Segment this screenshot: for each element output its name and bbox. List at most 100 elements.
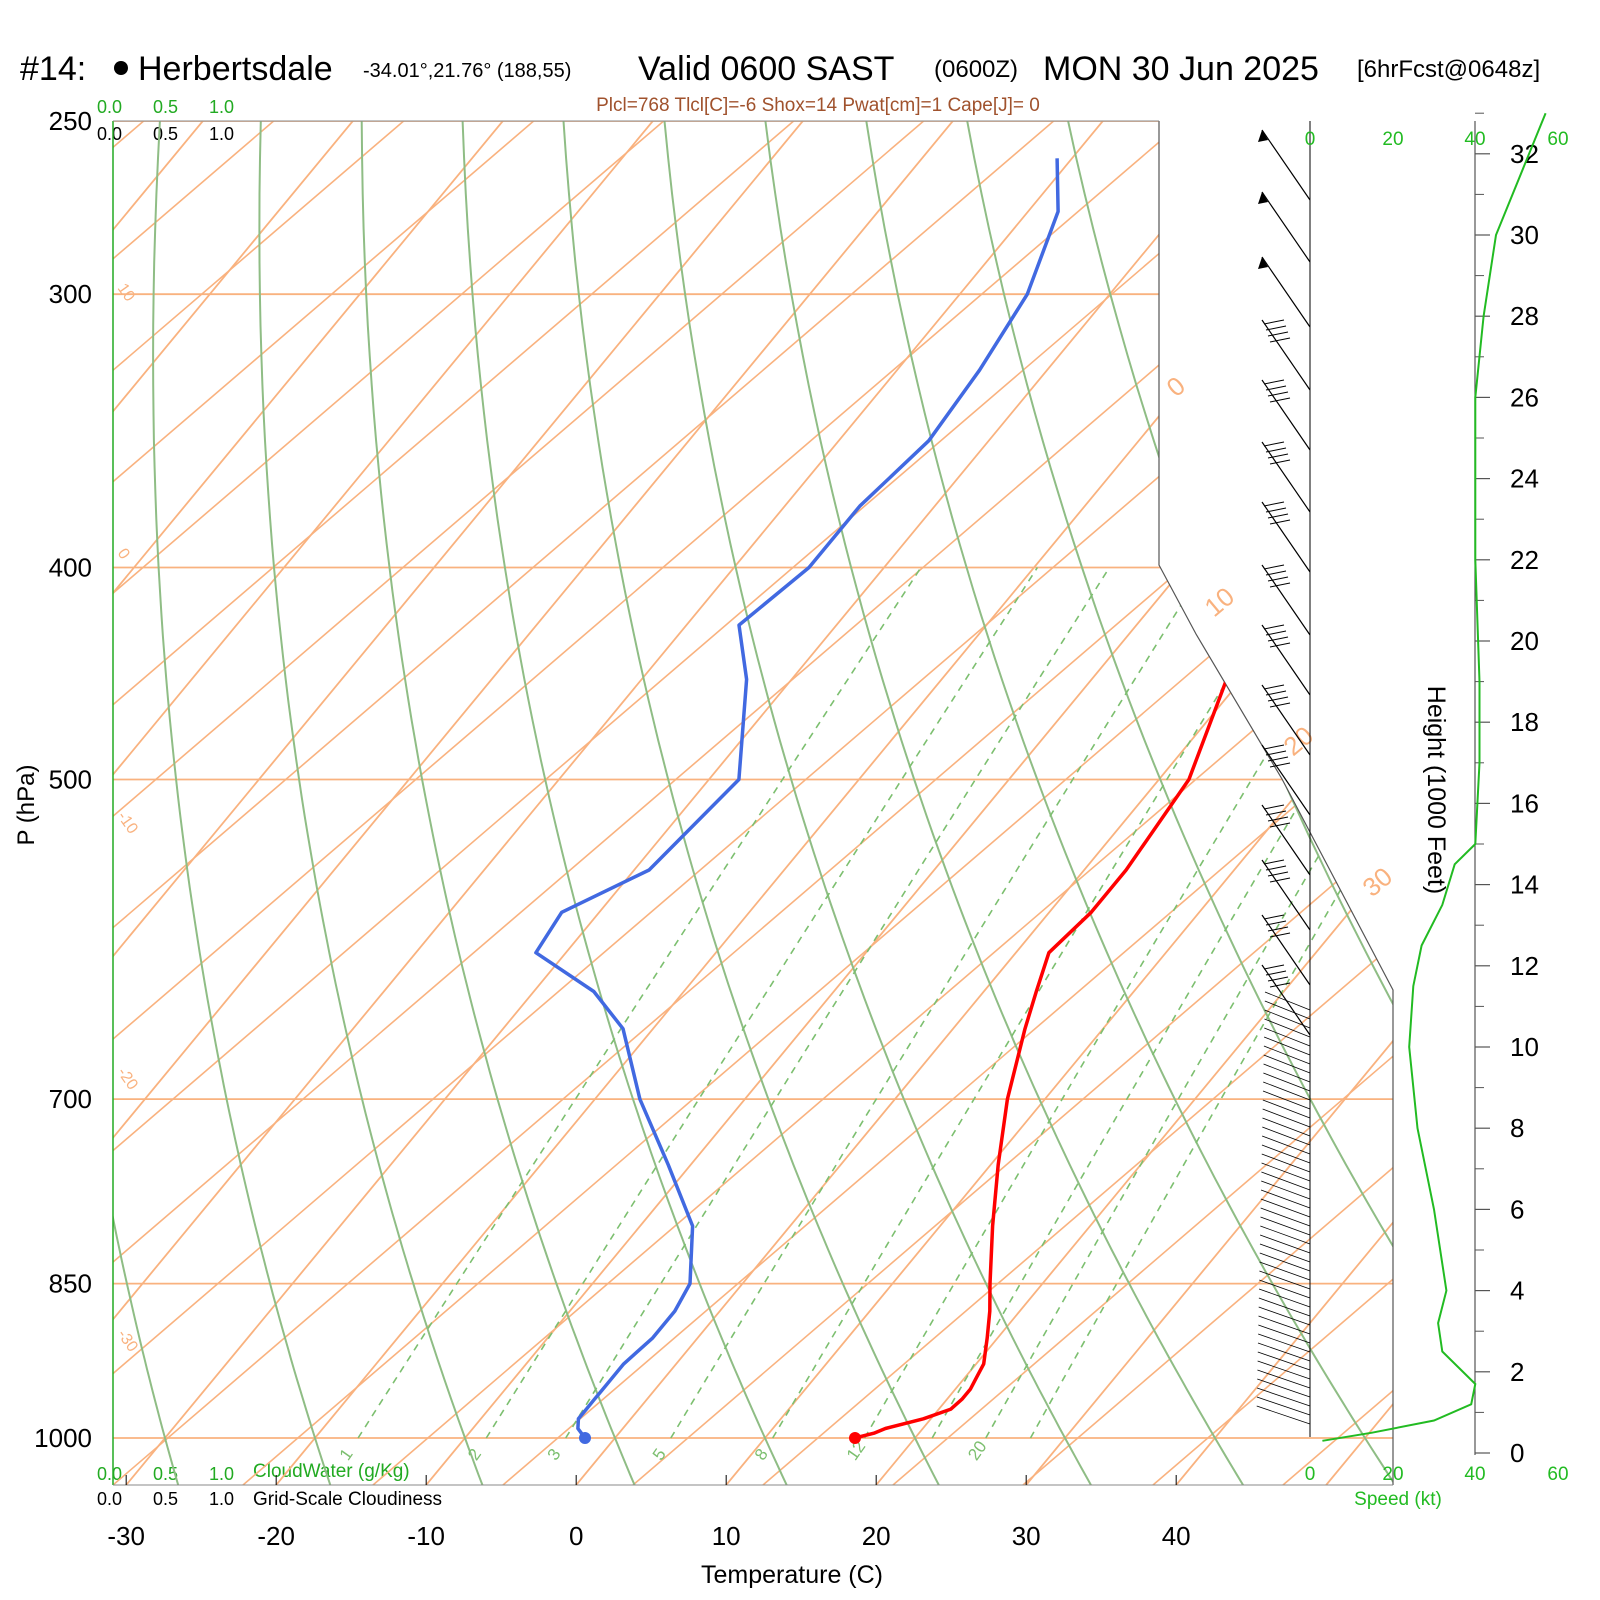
barb-flag [1258, 130, 1268, 142]
temperature-tick-label: -20 [257, 1521, 295, 1551]
low-level-barb [1262, 1126, 1311, 1146]
barb-feather [1263, 804, 1285, 810]
barb-feather [1265, 810, 1287, 816]
low-level-barb [1264, 1027, 1311, 1047]
valid-zulu: (0600Z) [934, 56, 1018, 83]
low-level-barb [1261, 1144, 1311, 1164]
barb-feather [1265, 970, 1287, 976]
speed-tick-bottom: 20 [1382, 1464, 1403, 1485]
barb-feather [1265, 920, 1287, 926]
wind-barb [1261, 624, 1311, 696]
speed-tick-bottom: 40 [1464, 1464, 1485, 1485]
low-level-barb [1263, 1063, 1311, 1083]
cloudwater-tick-0: 0.0 [97, 97, 122, 117]
header: #14: Herbertsdale -34.01°,21.76° (188,55… [20, 50, 1540, 88]
dry-adiabat-line [258, 121, 487, 1485]
low-level-barb [1257, 1360, 1311, 1380]
barb-feather [1265, 447, 1287, 453]
barb-feather [1267, 976, 1289, 982]
diagonal-line [892, 121, 1393, 1485]
low-level-barb [1264, 991, 1311, 1011]
barb-feather [1263, 501, 1285, 507]
barb-feather [1267, 871, 1289, 877]
barb-feather [1267, 331, 1289, 337]
barb-feather [1263, 859, 1285, 865]
barb-feather [1263, 441, 1285, 447]
isotherm-label-right: 20 [1278, 720, 1319, 762]
sounding-indices: Plcl=768 Tlcl[C]=-6 Shox=14 Pwat[cm]=1 C… [596, 95, 1040, 116]
diagonal-line [372, 121, 1393, 1485]
mixing-ratio-line [565, 567, 1111, 1439]
barb-feather [1269, 877, 1291, 883]
mixing-ratio-label: 2 [464, 1445, 485, 1464]
mixing-ratio-line [670, 567, 1206, 1439]
height-tick-label: 14 [1510, 870, 1539, 900]
barb-feather [1265, 690, 1287, 696]
low-level-barb [1263, 1036, 1311, 1056]
pressure-tick-label: 850 [49, 1269, 92, 1299]
low-level-barb [1258, 1306, 1311, 1326]
temperature-tick-label: 30 [1012, 1521, 1041, 1551]
barb-shaft [1261, 319, 1311, 391]
low-level-barb [1263, 1072, 1311, 1092]
barb-feather [1265, 325, 1287, 331]
barb-feather [1269, 582, 1291, 588]
low-level-barb [1259, 1243, 1311, 1263]
low-level-barb [1256, 1387, 1311, 1407]
mixing-ratio-line [863, 567, 1380, 1439]
low-level-barb [1263, 1045, 1311, 1065]
low-level-barb [1259, 1270, 1311, 1290]
cloud-scale-bottom: 0.0 0.5 1.0 CloudWater (g/Kg) 0.0 0.5 1.… [97, 1461, 442, 1510]
barb-shaft [1261, 804, 1311, 876]
cloudiness-bottom-tick-0: 0.0 [97, 1489, 122, 1509]
barb-feather [1267, 576, 1289, 582]
surface-temperature-marker [849, 1432, 861, 1444]
wind-barb [1261, 804, 1311, 876]
barb-feather [1267, 756, 1289, 762]
cloudiness-bottom-tick-1: 0.5 [153, 1489, 178, 1509]
cloudwater-tick-2: 1.0 [209, 97, 234, 117]
barb-feather [1265, 385, 1287, 391]
mixing-ratio-label: 5 [649, 1445, 670, 1464]
cloudwater-bottom-tick-1: 0.5 [153, 1464, 178, 1484]
diagonal-line [113, 121, 1324, 1485]
low-level-barb [1258, 1315, 1311, 1335]
isotherm-label-right: 30 [1357, 861, 1398, 903]
low-level-barb [1260, 1189, 1311, 1209]
barb-feather [1265, 750, 1287, 756]
cloud-scale-top: 0.0 0.5 1.0 0.0 0.5 1.0 [97, 97, 234, 144]
low-level-barb [1261, 1171, 1311, 1191]
y-axis-title: P (hPa) [13, 765, 40, 846]
isotherm-line [575, 121, 1393, 1485]
cloudwater-tick-1: 0.5 [153, 97, 178, 117]
height-tick-label: 12 [1510, 951, 1539, 981]
isotherm-line [1325, 121, 1393, 1485]
barb-feather [1267, 926, 1289, 932]
station-id: #14: [20, 50, 86, 88]
diagonal-line [762, 121, 1393, 1485]
barb-feather [1269, 459, 1291, 465]
isotherm-label-left: 10 [114, 281, 138, 305]
isotherm-line [725, 121, 1393, 1485]
low-level-barb [1260, 1234, 1311, 1254]
isotherm-line [875, 121, 1393, 1485]
low-level-barb [1260, 1225, 1311, 1245]
speed-tick-bottom: 60 [1547, 1464, 1568, 1485]
mixing-ratio-line [931, 567, 1393, 1439]
barb-shaft [1261, 256, 1311, 328]
profiles [534, 157, 1367, 1444]
temperature-tick-label: -10 [407, 1521, 445, 1551]
dry-adiabat-line [759, 121, 1250, 1485]
pressure-tick-label: 1000 [34, 1423, 92, 1453]
height-tick-label: 0 [1510, 1438, 1524, 1468]
diagonal-line [1022, 121, 1393, 1485]
isotherm-line [113, 121, 1104, 1485]
speed-tick-top: 0 [1305, 129, 1316, 150]
wind-barb [1258, 256, 1311, 328]
diagonal-line [113, 121, 674, 1485]
wind-barb [1261, 501, 1311, 573]
barb-feather [1265, 507, 1287, 513]
